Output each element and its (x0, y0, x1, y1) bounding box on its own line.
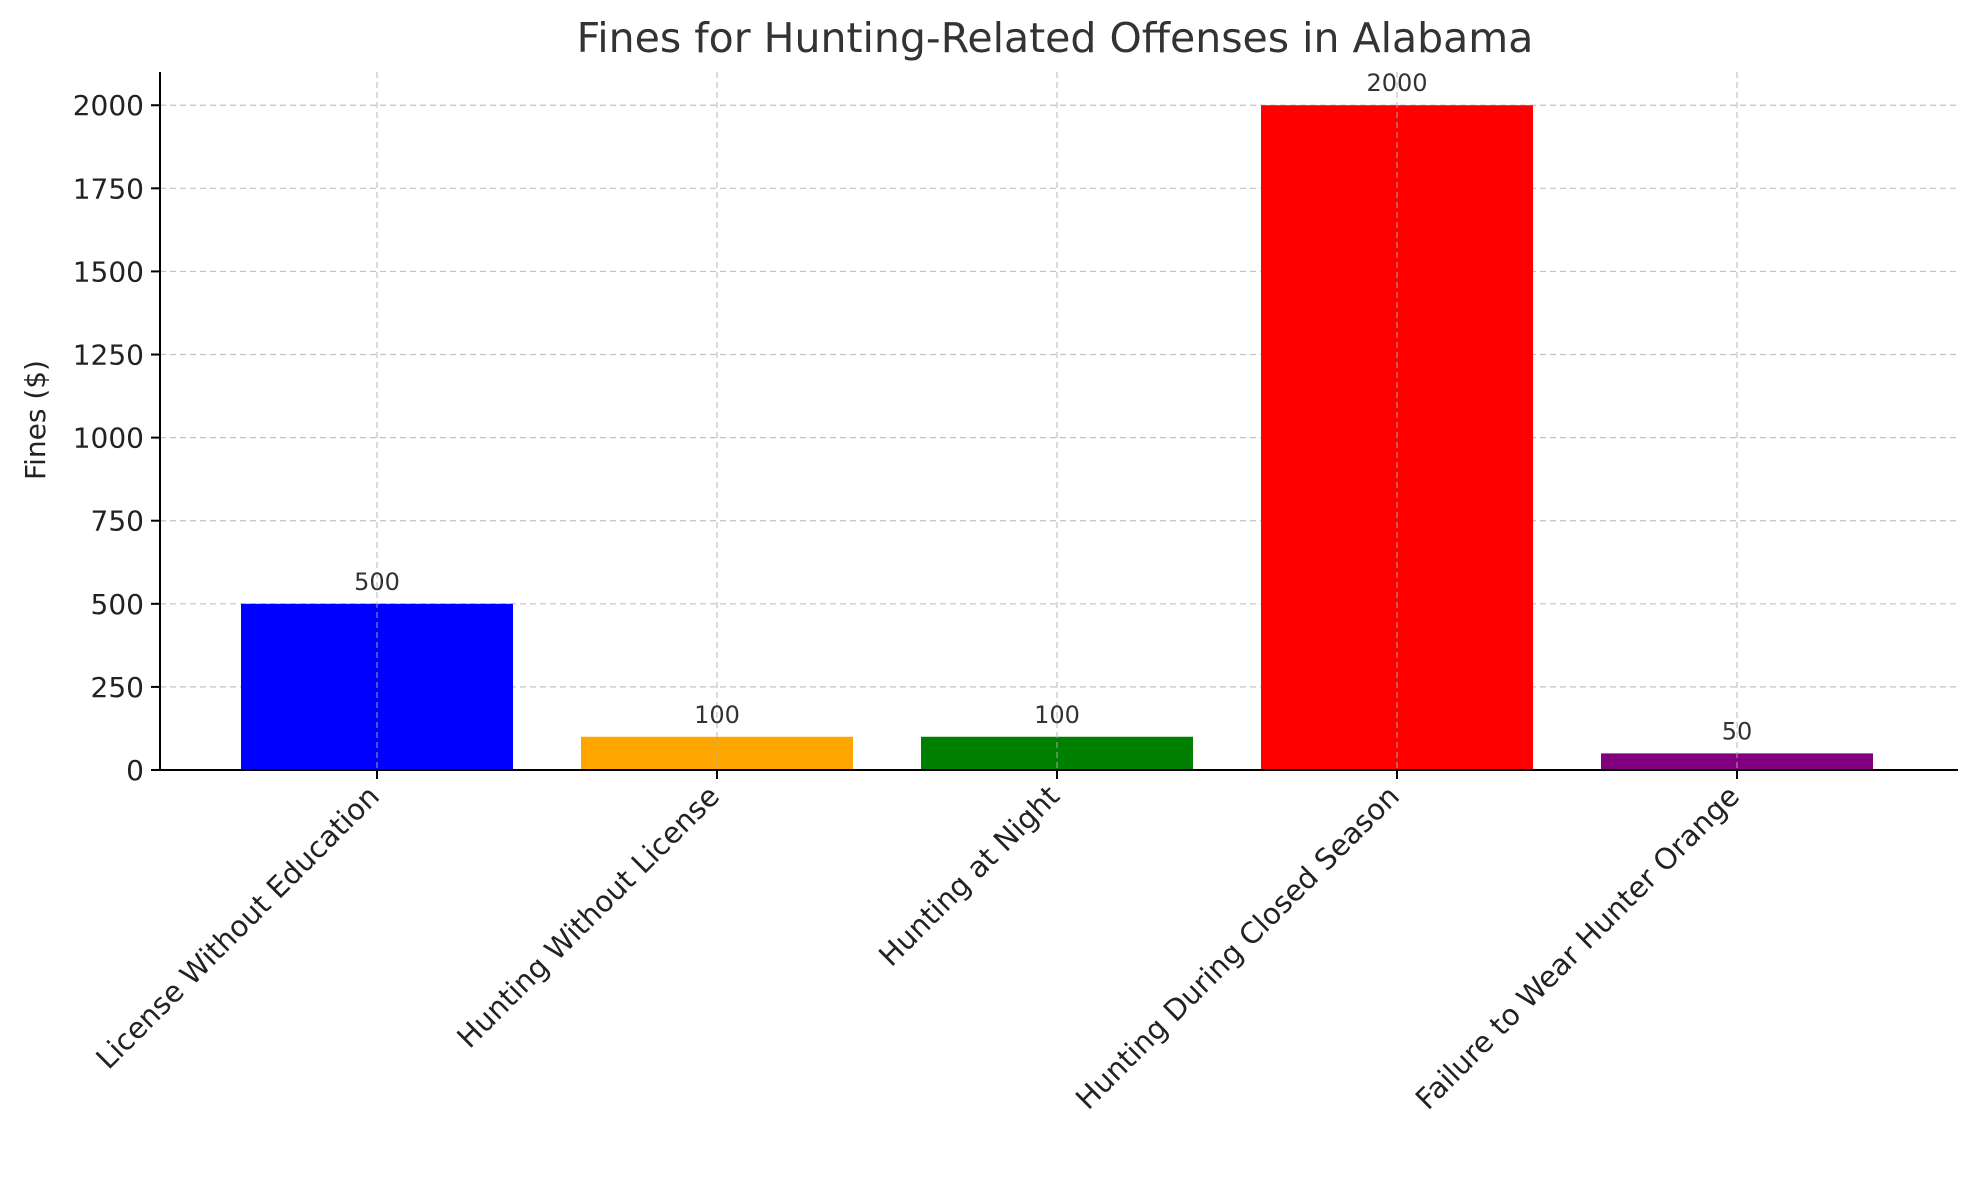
value-label-0: 500 (354, 568, 400, 596)
chart-title: Fines for Hunting-Related Offenses in Al… (577, 14, 1534, 62)
y-axis-label: Fines ($) (19, 360, 52, 480)
value-label-3: 2000 (1366, 69, 1427, 97)
value-label-4: 50 (1722, 717, 1753, 745)
y-tick-label-0: 0 (126, 754, 144, 787)
y-tick-label-5: 1250 (73, 339, 144, 372)
value-label-1: 100 (694, 701, 740, 729)
y-tick-label-1: 250 (91, 671, 144, 704)
y-tick-label-7: 1750 (73, 172, 144, 205)
vertical-grid-layer (376, 72, 1738, 770)
y-tick-label-4: 1000 (73, 422, 144, 455)
bar-4 (1601, 753, 1873, 770)
y-tick-label-8: 2000 (73, 89, 144, 122)
axes-layer (151, 72, 1958, 779)
y-tick-label-6: 1500 (73, 255, 144, 288)
y-tick-label-3: 750 (91, 505, 144, 538)
value-label-2: 100 (1034, 701, 1080, 729)
y-tick-label-2: 500 (91, 588, 144, 621)
